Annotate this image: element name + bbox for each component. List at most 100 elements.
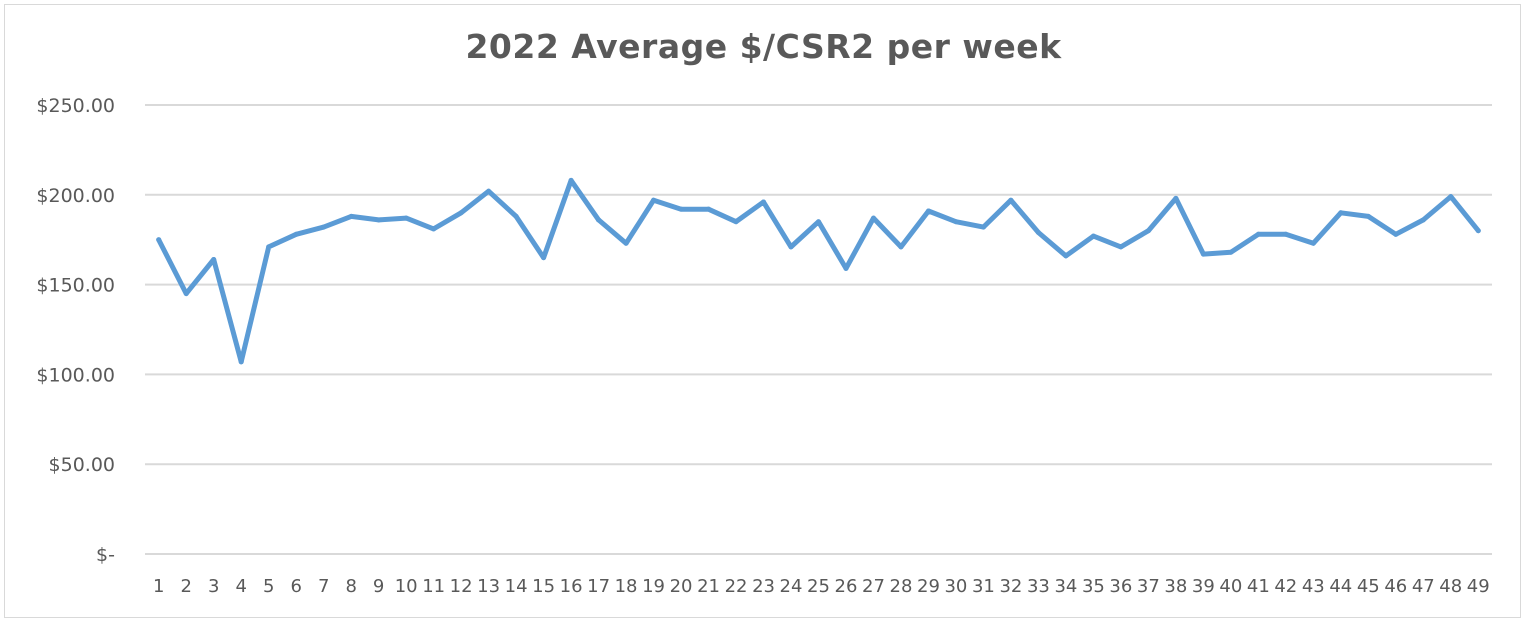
- data-point: [1310, 240, 1316, 246]
- data-point: [898, 244, 904, 250]
- data-point: [1475, 228, 1481, 234]
- x-tick-label: 6: [290, 576, 301, 597]
- x-tick-label: 10: [395, 576, 418, 597]
- chart-title: 2022 Average $/CSR2 per week: [465, 27, 1062, 66]
- data-point: [541, 255, 547, 261]
- x-tick-label: 39: [1192, 576, 1215, 597]
- data-point: [1090, 233, 1096, 239]
- data-point: [678, 206, 684, 212]
- series-line-0: [156, 177, 1481, 365]
- x-tick-label: 33: [1027, 576, 1050, 597]
- data-point: [1338, 210, 1344, 216]
- x-tick-label: 25: [807, 576, 830, 597]
- x-tick-label: 38: [1164, 576, 1187, 597]
- y-tick-label: $200.00: [36, 185, 115, 207]
- data-point: [1365, 213, 1371, 219]
- x-tick-label: 36: [1109, 576, 1132, 597]
- y-tick-label: $50.00: [49, 454, 115, 476]
- x-tick-label: 41: [1247, 576, 1270, 597]
- x-tick-label: 24: [780, 576, 803, 597]
- data-point: [1173, 195, 1179, 201]
- data-point: [953, 219, 959, 225]
- x-tick-label: 34: [1054, 576, 1077, 597]
- x-tick-label: 15: [532, 576, 555, 597]
- x-tick-label: 2: [181, 576, 192, 597]
- x-tick-label: 31: [972, 576, 995, 597]
- data-point: [1393, 231, 1399, 237]
- x-tick-label: 30: [944, 576, 967, 597]
- data-point: [376, 217, 382, 223]
- data-point: [1145, 228, 1151, 234]
- chart-frame: [4, 4, 1521, 618]
- data-point: [431, 226, 437, 232]
- x-tick-label: 28: [890, 576, 913, 597]
- data-point: [458, 210, 464, 216]
- data-point: [1420, 217, 1426, 223]
- series-group: [156, 177, 1481, 365]
- x-tick-label: 20: [670, 576, 693, 597]
- data-point: [1063, 253, 1069, 259]
- x-tick-label: 29: [917, 576, 940, 597]
- data-point: [596, 217, 602, 223]
- data-point: [1283, 231, 1289, 237]
- data-point: [211, 256, 217, 262]
- x-tick-label: 37: [1137, 576, 1160, 597]
- data-point: [623, 240, 629, 246]
- y-axis-tick-labels: $- $50.00 $100.00 $150.00 $200.00 $250.00: [36, 95, 115, 566]
- data-point: [156, 237, 162, 243]
- x-tick-label: 48: [1439, 576, 1462, 597]
- data-point: [980, 224, 986, 230]
- x-tick-label: 23: [752, 576, 775, 597]
- x-tick-label: 26: [835, 576, 858, 597]
- data-point: [348, 213, 354, 219]
- data-point: [1448, 194, 1454, 200]
- x-tick-label: 22: [725, 576, 748, 597]
- data-point: [568, 177, 574, 183]
- x-tick-label: 11: [422, 576, 445, 597]
- x-tick-label: 8: [345, 576, 356, 597]
- data-point: [843, 265, 849, 271]
- x-tick-label: 1: [153, 576, 164, 597]
- data-point: [183, 291, 189, 297]
- x-tick-label: 21: [697, 576, 720, 597]
- x-axis-tick-labels: 1 2 3 4 5 6 7 8 9 10 11 12 13 14 15 16 17 18 19 20 21 22 23 24 2…: [153, 576, 1490, 597]
- x-tick-label: 4: [235, 576, 246, 597]
- gridlines: [145, 104, 1492, 555]
- y-tick-label: $150.00: [36, 275, 115, 297]
- data-point: [706, 206, 712, 212]
- x-tick-label: 27: [862, 576, 885, 597]
- y-tick-label: $250.00: [36, 95, 115, 117]
- data-point: [788, 244, 794, 250]
- x-tick-label: 40: [1219, 576, 1242, 597]
- data-point: [1255, 231, 1261, 237]
- x-tick-label: 17: [587, 576, 610, 597]
- data-point: [1008, 197, 1014, 203]
- data-point: [513, 213, 519, 219]
- data-point: [761, 199, 767, 205]
- data-point: [1118, 244, 1124, 250]
- x-tick-label: 32: [999, 576, 1022, 597]
- x-tick-label: 49: [1467, 576, 1490, 597]
- x-tick-label: 46: [1384, 576, 1407, 597]
- x-tick-label: 16: [560, 576, 583, 597]
- x-tick-label: 12: [450, 576, 473, 597]
- data-point: [293, 231, 299, 237]
- x-tick-label: 14: [505, 576, 528, 597]
- x-tick-label: 44: [1329, 576, 1352, 597]
- data-point: [321, 224, 327, 230]
- x-tick-label: 9: [373, 576, 384, 597]
- y-tick-label: $-: [96, 544, 115, 566]
- data-point: [238, 359, 244, 365]
- data-point: [486, 188, 492, 194]
- data-point: [1035, 230, 1041, 236]
- data-point: [651, 197, 657, 203]
- data-point: [733, 219, 739, 225]
- x-tick-label: 3: [208, 576, 219, 597]
- x-tick-label: 18: [615, 576, 638, 597]
- x-tick-label: 7: [318, 576, 329, 597]
- y-tick-label: $100.00: [36, 364, 115, 386]
- x-tick-label: 35: [1082, 576, 1105, 597]
- x-tick-label: 42: [1274, 576, 1297, 597]
- data-point: [925, 208, 931, 214]
